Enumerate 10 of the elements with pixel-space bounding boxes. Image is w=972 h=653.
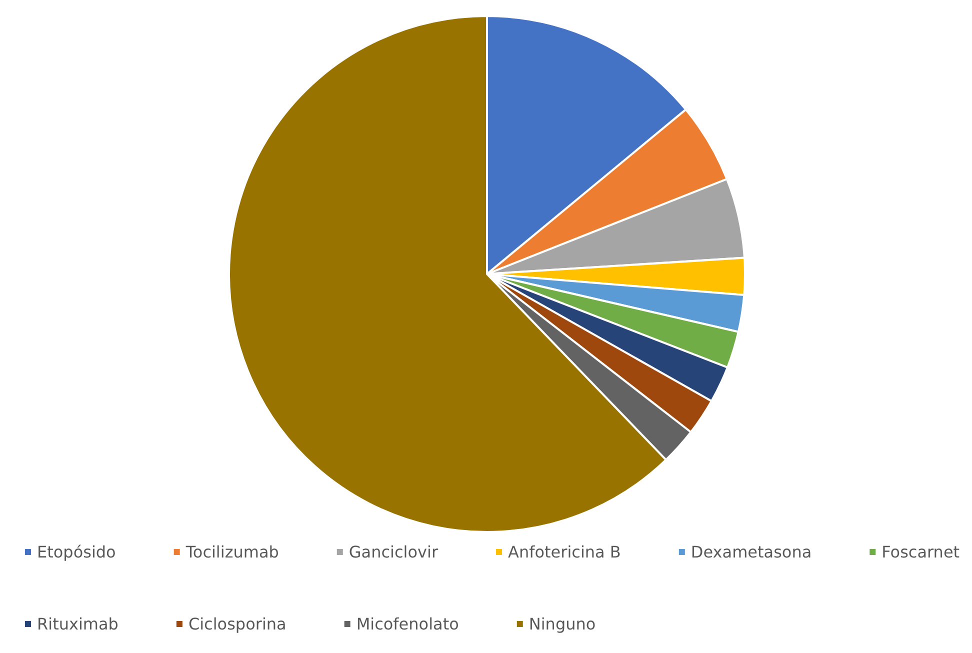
legend-label: Etopósido: [37, 542, 116, 562]
legend-label: Ninguno: [528, 614, 596, 634]
legend-label: Rituximab: [37, 614, 118, 634]
legend-label: Tocilizumab: [184, 542, 279, 562]
legend-label: Dexametasona: [690, 542, 812, 562]
legend-label: Foscarnet: [882, 542, 960, 562]
legend-label: Anfotericina B: [508, 542, 621, 562]
legend-label: Micofenolato: [356, 614, 459, 634]
legend-label: Ciclosporina: [188, 614, 286, 634]
legend-label: Ganciclovir: [348, 542, 438, 562]
